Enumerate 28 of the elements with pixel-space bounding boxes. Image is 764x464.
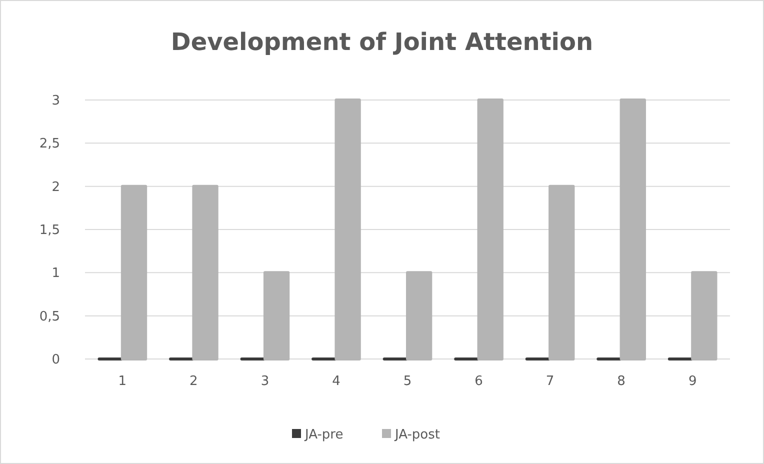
bar: [334, 98, 361, 360]
chart-title: Development of Joint Attention: [170, 28, 594, 56]
bar: [120, 184, 148, 360]
legend-label: JA-post: [394, 428, 440, 443]
y-tick-label: 2,5: [39, 136, 60, 152]
y-tick-label: 0,5: [39, 309, 60, 324]
y-tick-label: 0: [52, 352, 60, 368]
bar: [691, 271, 718, 360]
x-tick-label: 1: [118, 374, 127, 389]
y-tick-label: 1: [52, 266, 60, 282]
x-tick-label: 6: [474, 374, 483, 389]
x-tick-label: 2: [190, 374, 198, 389]
x-tick-label: 8: [617, 374, 626, 389]
y-tick-label: 3: [52, 94, 60, 109]
x-tick-label: 5: [403, 374, 412, 389]
legend-label: JA-pre: [304, 428, 344, 443]
x-tick-label: 7: [546, 374, 554, 389]
bar: [192, 184, 218, 360]
x-tick-label: 3: [260, 374, 270, 389]
x-tick-label: 4: [332, 374, 340, 389]
x-tick-label: 9: [688, 374, 697, 389]
y-tick-label: 2: [52, 180, 60, 195]
bar: [406, 271, 432, 360]
y-tick-label: 1,5: [39, 223, 60, 238]
bar: [548, 184, 575, 360]
bar: [477, 98, 504, 360]
bar: [620, 98, 646, 360]
bar: [263, 271, 290, 360]
